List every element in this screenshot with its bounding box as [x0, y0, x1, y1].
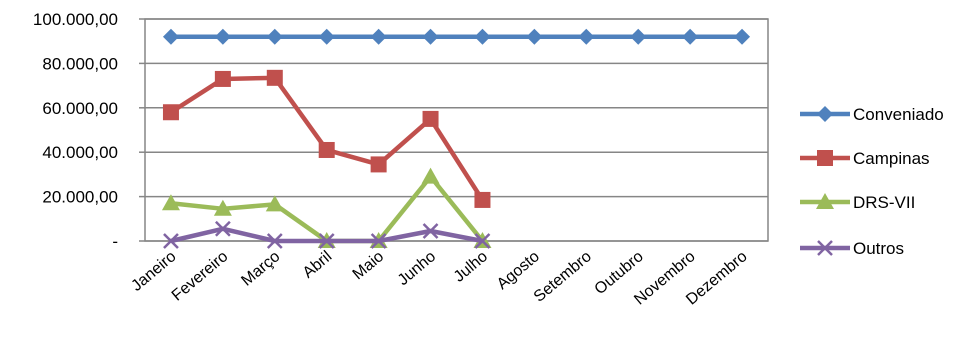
data-point — [318, 141, 335, 158]
legend-item: Conveniado — [800, 105, 944, 124]
data-point — [266, 69, 283, 86]
y-tick-label: 80.000,00 — [42, 54, 118, 73]
data-point — [214, 28, 231, 45]
data-point — [474, 233, 491, 249]
gridlines — [139, 18, 769, 242]
y-tick-label: 20.000,00 — [42, 188, 118, 207]
legend-marker — [817, 150, 833, 166]
data-point — [474, 28, 491, 45]
y-tick-label: 60.000,00 — [42, 99, 118, 118]
data-point — [370, 28, 387, 45]
y-tick-label: - — [112, 232, 118, 251]
data-point — [421, 167, 440, 184]
legend-item: DRS-VII — [800, 193, 915, 212]
x-tick-label: Junho — [395, 248, 439, 289]
x-stroke — [163, 233, 179, 249]
data-point — [214, 70, 231, 87]
legend-label: Campinas — [853, 149, 930, 168]
data-point — [422, 110, 439, 127]
legend-marker — [816, 193, 834, 209]
data-point — [370, 233, 387, 249]
data-point — [265, 195, 284, 212]
data-point — [318, 28, 335, 45]
y-tick-label: 100.000,00 — [33, 10, 118, 29]
x-tick-label: Agosto — [494, 248, 543, 293]
data-point — [734, 28, 751, 45]
data-point — [162, 28, 179, 45]
legend-label: Outros — [853, 239, 904, 258]
legend: Conveniado Campinas DRS-VII Outros — [800, 105, 944, 258]
data-point — [161, 194, 180, 211]
legend-item: Outros — [800, 239, 904, 258]
x-tick-label: Abril — [300, 248, 335, 282]
x-tick-label: Julho — [451, 248, 491, 286]
x-stroke — [817, 240, 833, 256]
data-point — [213, 199, 232, 216]
data-point — [682, 28, 699, 45]
data-point — [318, 233, 335, 249]
y-tick-label: 40.000,00 — [42, 143, 118, 162]
legend-label: Conveniado — [853, 105, 944, 124]
series-drs-vii — [161, 167, 492, 248]
data-point — [474, 191, 491, 208]
data-point — [578, 28, 595, 45]
series-group — [161, 28, 751, 249]
data-point — [266, 233, 283, 249]
x-tick-label: Maio — [350, 248, 388, 283]
data-point — [214, 220, 231, 237]
data-point — [163, 233, 179, 249]
series-campinas — [162, 69, 491, 208]
series-outros — [163, 220, 491, 249]
x-stroke — [318, 233, 335, 249]
data-point — [266, 28, 283, 45]
x-tick-label: Fevereiro — [169, 248, 232, 305]
data-point — [630, 28, 647, 45]
data-point — [526, 28, 543, 45]
x-stroke — [214, 220, 231, 237]
x-tick-label: Setembro — [531, 248, 595, 306]
legend-label: DRS-VII — [853, 193, 915, 212]
legend-marker — [817, 106, 833, 122]
x-stroke — [474, 233, 491, 249]
x-stroke — [422, 223, 439, 239]
series-conveniado — [162, 28, 751, 45]
data-point — [162, 104, 179, 121]
x-stroke — [266, 233, 283, 249]
data-point — [370, 156, 387, 173]
data-point — [422, 28, 439, 45]
x-tick-label: Março — [238, 248, 283, 290]
legend-item: Campinas — [800, 149, 930, 168]
y-axis-ticks: - 20.000,00 40.000,00 60.000,00 80.000,00 100… — [33, 10, 118, 251]
x-stroke — [370, 233, 387, 249]
legend-marker — [817, 240, 833, 256]
data-point — [422, 223, 439, 239]
